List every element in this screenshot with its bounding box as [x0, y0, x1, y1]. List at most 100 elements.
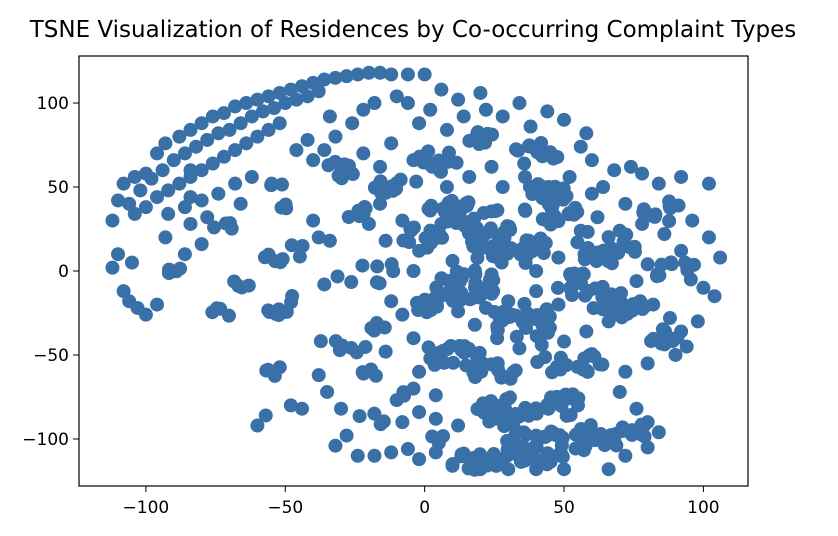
scatter-point: [367, 96, 382, 111]
scatter-point: [546, 151, 561, 166]
scatter-point: [611, 242, 626, 257]
scatter-point: [472, 137, 487, 152]
scatter-point: [434, 287, 449, 302]
scatter-point: [406, 381, 421, 396]
scatter-point: [320, 384, 335, 399]
scatter-point: [562, 169, 577, 184]
scatter-point: [396, 233, 411, 248]
scatter-point: [478, 102, 493, 117]
scatter-point: [539, 302, 554, 317]
scatter-point: [406, 264, 421, 278]
scatter-point: [250, 418, 265, 433]
scatter-point: [194, 116, 209, 131]
scatter-point: [523, 119, 538, 134]
scatter-point: [373, 417, 388, 432]
scatter-point: [439, 180, 454, 195]
scatter-point: [351, 203, 366, 218]
scatter-point: [244, 169, 259, 184]
scatter-point: [434, 216, 449, 231]
scatter-point: [601, 314, 616, 329]
scatter-point: [640, 415, 655, 430]
scatter-point: [200, 210, 215, 225]
scatter-point: [535, 318, 550, 333]
scatter-point: [370, 259, 385, 274]
scatter-point: [563, 408, 578, 423]
scatter-point: [337, 157, 352, 172]
scatter-point: [440, 342, 455, 357]
scatter-point: [644, 334, 659, 349]
scatter-points: [105, 65, 728, 477]
scatter-point: [194, 163, 209, 178]
scatter-point: [485, 127, 500, 142]
scatter-point: [512, 341, 527, 356]
scatter-point: [557, 334, 572, 349]
scatter-point: [557, 462, 572, 477]
scatter-point: [551, 297, 566, 312]
scatter-point: [490, 319, 505, 334]
scatter-point: [300, 89, 315, 104]
scatter-point: [540, 104, 555, 119]
scatter-point: [428, 388, 443, 403]
scatter-point: [484, 267, 499, 282]
scatter-point: [652, 268, 667, 283]
scatter-point: [696, 280, 711, 295]
scatter-point: [478, 300, 493, 315]
scatter-point: [384, 136, 399, 151]
scatter-point: [501, 462, 516, 477]
scatter-point: [674, 243, 689, 258]
scatter-point: [467, 280, 482, 295]
scatter-point: [239, 136, 254, 151]
scatter-point: [138, 200, 153, 215]
scatter-point: [629, 401, 644, 416]
scatter-point: [657, 227, 672, 242]
scatter-point: [579, 126, 594, 141]
y-tick-label: −50: [33, 346, 69, 366]
scatter-point: [461, 461, 476, 476]
scatter-point: [557, 112, 572, 127]
scatter-point: [573, 139, 588, 154]
scatter-point: [264, 176, 279, 191]
scatter-point: [454, 343, 469, 358]
scatter-point: [352, 409, 367, 424]
scatter-point: [241, 278, 256, 293]
scatter-point: [406, 153, 421, 168]
scatter-point: [200, 132, 215, 147]
scatter-point: [662, 311, 677, 326]
scatter-point: [521, 408, 536, 423]
scatter-point: [545, 198, 560, 213]
scatter-point: [635, 166, 650, 181]
scatter-point: [456, 448, 471, 463]
scatter-point: [538, 350, 553, 365]
scatter-point: [701, 176, 716, 191]
scatter-point: [261, 122, 276, 137]
scatter-point: [116, 176, 131, 191]
scatter-point: [640, 440, 655, 455]
scatter-point: [205, 156, 220, 171]
scatter-point: [436, 429, 451, 444]
scatter-point: [517, 202, 532, 217]
scatter-point: [127, 169, 142, 184]
scatter-point: [596, 180, 611, 195]
scatter-point: [412, 116, 427, 131]
scatter-point: [207, 220, 222, 235]
scatter-point: [313, 334, 328, 349]
scatter-point: [355, 258, 370, 273]
scatter-point: [483, 221, 498, 236]
scatter-point: [356, 102, 371, 117]
scatter-point: [439, 122, 454, 137]
scatter-point: [231, 278, 246, 293]
scatter-point: [451, 418, 466, 433]
scatter-point: [550, 280, 565, 295]
scatter-point: [565, 288, 580, 303]
scatter-point: [395, 213, 410, 228]
scatter-point: [489, 458, 504, 473]
scatter-point: [618, 196, 633, 211]
scatter-point: [473, 462, 488, 477]
scatter-point: [283, 398, 298, 413]
scatter-point: [267, 101, 282, 116]
scatter-point: [637, 429, 652, 444]
scatter-point: [551, 250, 566, 265]
scatter-point: [228, 176, 243, 191]
scatter-point: [686, 257, 701, 272]
scatter-point: [529, 284, 544, 299]
